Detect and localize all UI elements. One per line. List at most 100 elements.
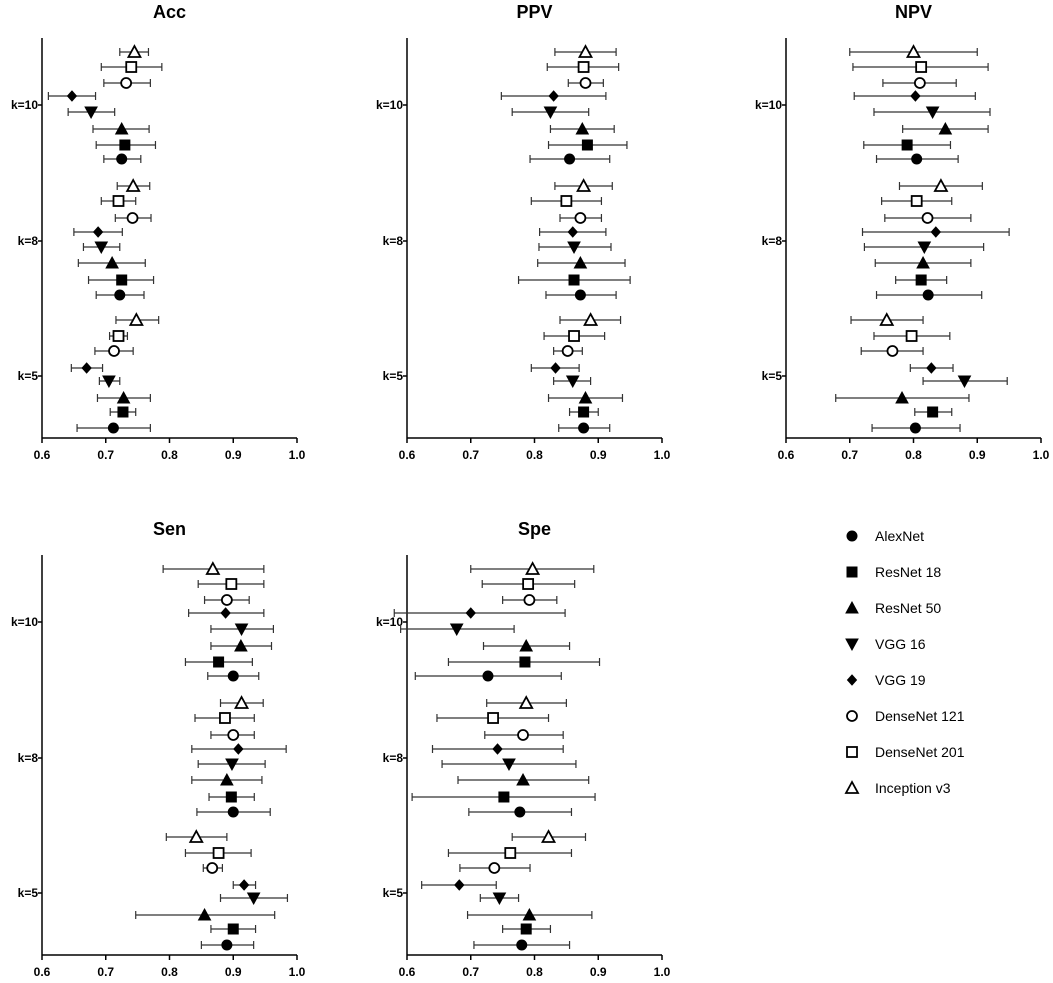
group-label: k=5 xyxy=(18,886,39,900)
point-alexnet xyxy=(196,806,271,818)
point-resnet-18 xyxy=(184,656,253,668)
densenet-121-marker xyxy=(220,594,233,606)
vgg-19-marker xyxy=(910,90,921,102)
legend: AlexNet ResNet 18 ResNet 50 VGG 16 VGG 19 Den… xyxy=(844,528,965,796)
legend-label: Inception v3 xyxy=(875,780,951,796)
point-vgg-16 xyxy=(863,241,985,255)
point-alexnet xyxy=(545,289,617,301)
vgg-16-marker xyxy=(957,375,972,389)
densenet-201-marker xyxy=(487,712,499,724)
vgg-16-marker xyxy=(502,758,516,772)
x-tick-label: 1.0 xyxy=(654,965,671,979)
point-alexnet xyxy=(414,670,562,682)
x-tick-label: 0.7 xyxy=(841,448,858,462)
resnet-18-marker xyxy=(520,923,532,935)
point-vgg-19 xyxy=(530,362,580,374)
point-vgg-19 xyxy=(538,226,607,238)
point-alexnet xyxy=(200,939,255,951)
resnet-50-marker xyxy=(895,390,909,404)
point-resnet-50 xyxy=(547,390,624,404)
point-resnet-50 xyxy=(482,638,571,652)
densenet-201-marker xyxy=(910,195,923,207)
legend-label: VGG 16 xyxy=(875,636,926,652)
x-tick-label: 0.9 xyxy=(225,448,242,462)
point-densenet-201 xyxy=(108,330,129,342)
point-inception-v3 xyxy=(115,312,160,326)
vgg-19-marker xyxy=(567,226,578,238)
alexnet-marker xyxy=(482,670,494,682)
alexnet-marker xyxy=(514,806,526,818)
resnet-18-marker xyxy=(225,791,237,803)
panel-sen: Sen 0.6 0.7 0.8 0.9 1.0 k=5 k=8 k=10 xyxy=(11,519,306,979)
point-densenet-201 xyxy=(436,712,550,724)
point-vgg-16 xyxy=(197,758,266,772)
resnet-18-marker xyxy=(581,139,593,151)
point-densenet-201 xyxy=(873,330,951,342)
point-vgg-16 xyxy=(511,106,590,120)
vgg-16-marker xyxy=(84,106,98,120)
densenet-121-marker xyxy=(579,77,592,89)
point-resnet-50 xyxy=(902,121,989,135)
densenet-201-marker xyxy=(560,195,573,207)
legend-item-vgg-19: VGG 19 xyxy=(846,672,926,688)
vgg-16-marker xyxy=(246,892,261,906)
vgg-19-legend-marker xyxy=(846,674,858,686)
point-alexnet xyxy=(207,670,260,682)
panel-title: Sen xyxy=(153,519,186,539)
point-densenet-201 xyxy=(852,61,989,73)
point-alexnet xyxy=(875,289,983,301)
x-tick-label: 0.8 xyxy=(161,965,178,979)
legend-label: ResNet 50 xyxy=(875,600,941,616)
legend-label: DenseNet 121 xyxy=(875,708,965,724)
resnet-50-marker xyxy=(114,121,129,135)
point-resnet-18 xyxy=(208,791,255,803)
resnet-50-marker xyxy=(516,772,530,786)
point-alexnet xyxy=(875,153,959,165)
point-resnet-18 xyxy=(517,274,631,286)
point-densenet-201 xyxy=(197,578,265,590)
point-vgg-19 xyxy=(853,90,976,102)
densenet-201-marker xyxy=(125,61,138,73)
x-tick-label: 0.8 xyxy=(526,965,543,979)
point-vgg-16 xyxy=(67,106,116,120)
point-resnet-18 xyxy=(95,139,157,151)
point-densenet-121 xyxy=(210,729,255,741)
point-densenet-201 xyxy=(881,195,953,207)
vgg-16-marker xyxy=(565,375,580,389)
point-inception-v3 xyxy=(554,44,617,58)
point-densenet-121 xyxy=(484,729,564,741)
resnet-50-marker xyxy=(234,638,248,652)
point-densenet-121 xyxy=(203,594,250,606)
alexnet-marker xyxy=(116,153,128,165)
point-vgg-19 xyxy=(500,90,607,102)
point-resnet-50 xyxy=(457,772,590,786)
point-alexnet xyxy=(558,422,611,434)
resnet-18-marker xyxy=(519,656,531,668)
point-densenet-121 xyxy=(882,77,957,89)
point-densenet-201 xyxy=(447,847,573,859)
point-vgg-19 xyxy=(47,90,97,102)
group-label: k=5 xyxy=(18,369,39,383)
legend-label: AlexNet xyxy=(875,528,924,544)
group-label: k=10 xyxy=(11,98,38,112)
x-tick-label: 0.7 xyxy=(462,448,479,462)
vgg-16-marker xyxy=(234,623,249,637)
vgg-19-marker xyxy=(238,879,250,891)
inception-v3-marker xyxy=(576,178,592,192)
group-label: k=10 xyxy=(11,615,38,629)
legend-label: ResNet 18 xyxy=(875,564,941,580)
densenet-121-marker xyxy=(886,345,899,357)
alexnet-marker xyxy=(516,939,528,951)
x-tick-label: 0.9 xyxy=(225,965,242,979)
panels-layer: Acc 0.6 0.7 0.8 0.9 1.0 k=5 k=8 k=10 PPV 0.6 0.7 0.8… xyxy=(11,2,1050,979)
point-densenet-121 xyxy=(114,212,152,224)
group-label: k=10 xyxy=(755,98,782,112)
vgg-16-marker xyxy=(102,375,116,389)
point-vgg-16 xyxy=(553,375,592,389)
point-resnet-50 xyxy=(135,907,276,921)
panel-spe: Spe 0.6 0.7 0.8 0.9 1.0 k=5 k=8 k=10 xyxy=(376,519,671,979)
legend-item-resnet-18: ResNet 18 xyxy=(846,564,941,580)
x-tick-label: 0.6 xyxy=(399,448,416,462)
x-tick-label: 1.0 xyxy=(289,965,306,979)
